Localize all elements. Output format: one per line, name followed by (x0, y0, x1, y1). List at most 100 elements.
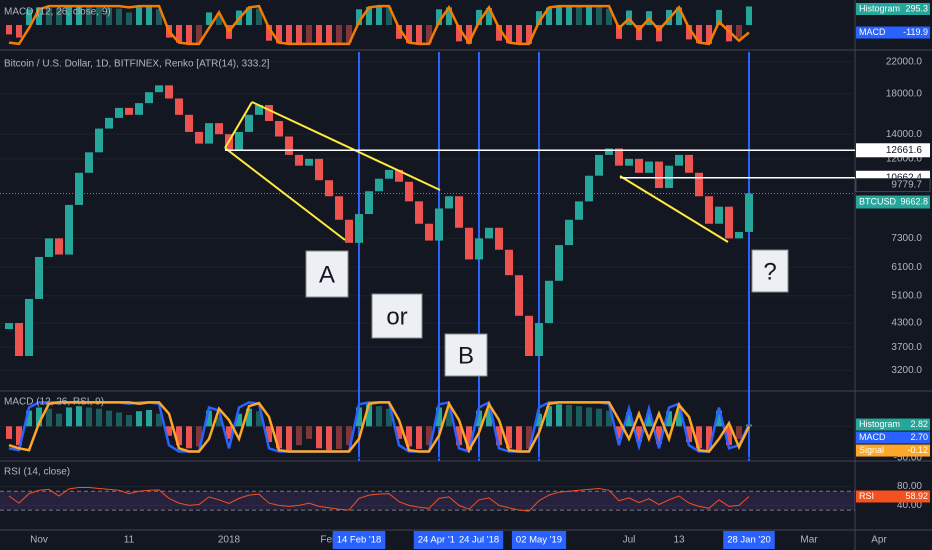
marker-label: 9779.7 (891, 180, 922, 191)
series-name: Histogram (859, 3, 900, 13)
series-value: 295.3 (905, 3, 928, 13)
brick (285, 136, 293, 155)
histogram-bar (526, 426, 532, 449)
histogram-bar (126, 415, 132, 427)
histogram-bar (726, 25, 732, 42)
series-label-box (856, 444, 930, 457)
histogram-bar (656, 426, 662, 444)
series-value: 58.92 (905, 491, 928, 501)
histogram-bar (696, 426, 702, 449)
series-label-box (856, 3, 930, 15)
brick (585, 175, 593, 202)
histogram-bar (406, 426, 412, 447)
histogram-bar (86, 407, 92, 427)
brick (115, 107, 123, 118)
histogram-bar (566, 404, 572, 427)
chart-title: Bitcoin / U.S. Dollar, 1D, BITFINEX, Ren… (4, 59, 270, 70)
date-marker-label: 28 Jan '20 (727, 535, 771, 546)
brick (215, 123, 223, 135)
brick (335, 196, 343, 220)
histogram-bar (696, 25, 702, 44)
series-value: 2.82 (910, 419, 928, 429)
y-tick-label: 4300.0 (891, 318, 922, 329)
histogram-bar (156, 413, 162, 427)
histogram-bar (586, 6, 592, 25)
histogram-bar (356, 407, 362, 427)
annotation: ? (763, 258, 776, 285)
y-tick-label: 14000.0 (886, 129, 923, 140)
series-label-box (856, 490, 930, 503)
histogram-bar (666, 411, 672, 427)
histogram-bar (466, 426, 472, 451)
histogram-bar (196, 426, 202, 447)
histogram-bar (656, 25, 662, 42)
histogram-bar (326, 426, 332, 451)
brick (315, 158, 323, 181)
x-tick-label: 11 (124, 535, 135, 546)
indicator-line (8, 4, 750, 46)
histogram-bar (726, 426, 732, 446)
brick (715, 206, 723, 224)
histogram-bar (66, 407, 72, 427)
series-label-box (856, 418, 930, 431)
histogram-bar (716, 410, 722, 427)
brick (245, 114, 253, 132)
date-marker-label: 24 Jul '18 (459, 535, 499, 546)
brick (705, 196, 713, 224)
histogram-bar (136, 7, 142, 26)
histogram-bar (26, 410, 32, 427)
y-tick-label: 7300.0 (891, 233, 922, 244)
brick (605, 148, 613, 155)
series-label-box (856, 26, 930, 39)
histogram-bar (446, 408, 452, 427)
drawings (224, 101, 729, 243)
histogram-bar (266, 426, 272, 443)
histogram-bar (416, 426, 422, 449)
histogram-bar (416, 25, 422, 44)
brick (565, 219, 573, 246)
y-tick-label: 18000.0 (886, 89, 923, 100)
indicator-line (8, 487, 750, 512)
histogram-bar (536, 11, 542, 25)
histogram-bar (546, 7, 552, 26)
histogram-bar (616, 25, 622, 39)
histogram-bar (606, 410, 612, 427)
histogram-bar (626, 412, 632, 427)
histogram-bar (236, 413, 242, 427)
histogram-bar (256, 411, 262, 427)
histogram-bar (366, 6, 372, 25)
date-marker-box (454, 531, 504, 549)
series-name: Signal (859, 445, 884, 455)
series-value: -0.12 (907, 445, 928, 455)
price-label-box (856, 143, 930, 158)
histogram-bar (176, 25, 182, 43)
price-label: 12661.6 (886, 145, 923, 156)
symbol-value: 9662.8 (900, 196, 928, 206)
annotation-box (305, 250, 349, 298)
date-marker-box (332, 531, 386, 549)
histogram-bar (646, 413, 652, 427)
brick (265, 105, 273, 122)
histogram-bar (176, 426, 182, 446)
histogram-bar (476, 410, 482, 427)
brick (725, 206, 733, 239)
brick (495, 227, 503, 250)
histogram-bar (86, 6, 92, 25)
annotation: or (386, 303, 407, 330)
date-marker-box (723, 531, 775, 549)
y-tick-label: 40.00 (897, 500, 922, 511)
histogram-bar (186, 25, 192, 44)
x-tick-label: Apr (871, 535, 887, 546)
brick (385, 169, 393, 179)
brick (435, 208, 443, 241)
histogram-bar (516, 25, 522, 44)
histogram-bar (426, 426, 432, 446)
brick (445, 196, 453, 209)
histogram-bar (516, 426, 522, 451)
histogram-bar (446, 7, 452, 26)
brick (575, 201, 583, 220)
histogram-bar (306, 426, 312, 439)
band-fill (0, 491, 855, 511)
